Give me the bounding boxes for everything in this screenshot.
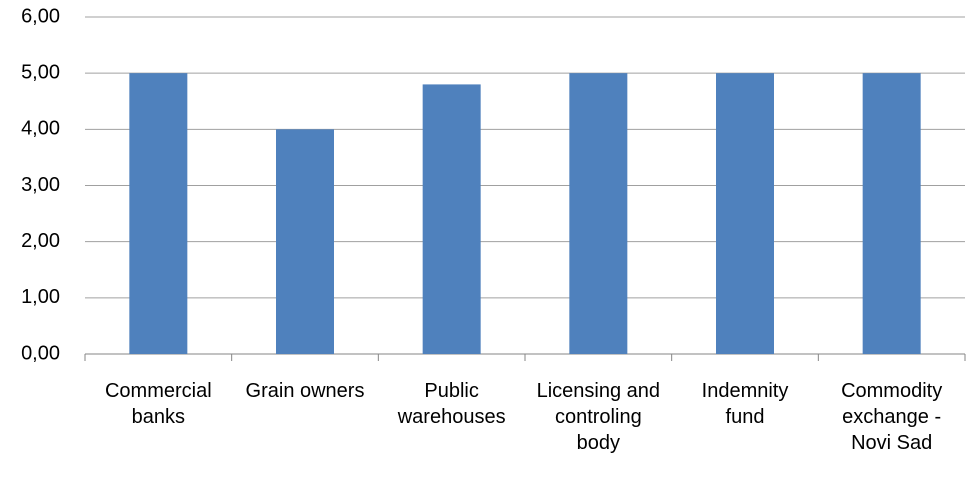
- y-tick-label: 6,00: [21, 5, 60, 27]
- y-tick-label: 5,00: [21, 61, 60, 83]
- x-tick-label: Grain owners: [245, 380, 365, 402]
- y-tick-label: 0,00: [21, 342, 60, 364]
- bar: [422, 84, 481, 355]
- y-tick-label: 1,00: [21, 286, 60, 308]
- bar: [276, 129, 334, 354]
- y-tick-label: 3,00: [21, 174, 60, 196]
- y-tick-label: 2,00: [21, 230, 60, 252]
- x-tick-label: Commercial banks: [104, 380, 212, 428]
- bar: [129, 73, 188, 355]
- x-tick-label: Indemnity fund: [701, 380, 789, 428]
- bar: [716, 73, 774, 355]
- y-tick-label: 4,00: [21, 118, 60, 140]
- bar: [569, 73, 628, 355]
- x-tick-label: Licensing and controling body: [536, 380, 661, 454]
- x-tick-label: Commodity exchange - Novi Sad: [841, 380, 943, 454]
- x-tick-label: Public warehouses: [397, 380, 506, 428]
- bar: [862, 73, 921, 355]
